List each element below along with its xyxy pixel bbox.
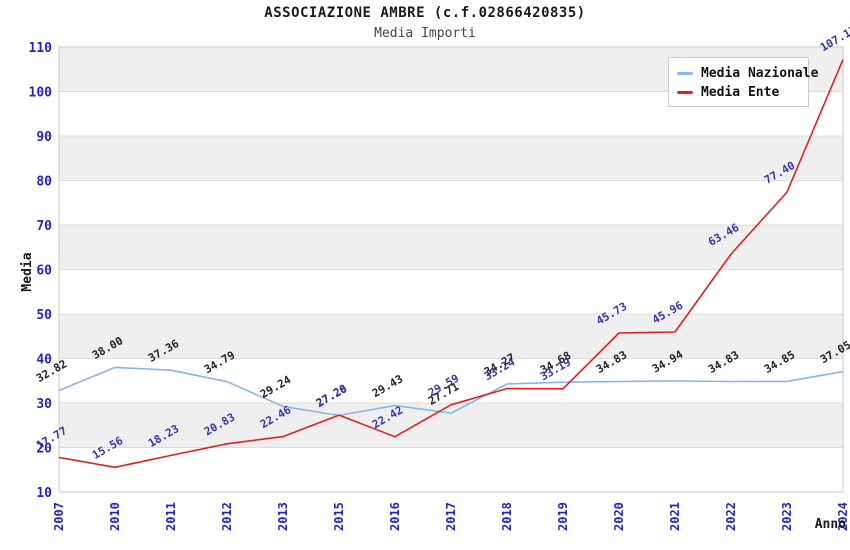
- x-tick-label: 2020: [612, 502, 626, 531]
- legend: Media Nazionale Media Ente: [668, 57, 818, 107]
- legend-item-nazionale: Media Nazionale: [677, 64, 818, 83]
- nazionale-line-swatch: [677, 72, 693, 75]
- x-tick-label: 2023: [780, 502, 794, 531]
- ente-line-swatch: [677, 91, 693, 94]
- x-tick-label: 2024: [836, 502, 850, 531]
- series-line-media-ente: [58, 59, 844, 469]
- x-tick-label: 2021: [668, 502, 682, 531]
- y-tick-label: 80: [36, 175, 52, 190]
- plot-band: [59, 403, 843, 448]
- y-tick-label: 60: [36, 264, 52, 279]
- x-tick-label: 2013: [276, 502, 290, 531]
- legend-label-nazionale: Media Nazionale: [701, 66, 819, 81]
- legend-item-ente: Media Ente: [677, 83, 800, 102]
- legend-label-ente: Media Ente: [701, 85, 780, 100]
- x-tick-label: 2016: [388, 502, 402, 531]
- x-tick-label: 2007: [52, 502, 66, 531]
- x-axis-title: Anno: [815, 517, 846, 532]
- plot-band: [59, 314, 843, 359]
- x-tick-label: 2015: [332, 502, 346, 531]
- plot-band: [59, 269, 843, 314]
- plot-band: [59, 180, 843, 225]
- x-tick-label: 2012: [220, 502, 234, 531]
- x-tick-label: 2022: [724, 502, 738, 531]
- y-tick-label: 110: [29, 41, 53, 56]
- x-tick-label: 2010: [108, 502, 122, 531]
- x-tick-label: 2011: [164, 502, 178, 531]
- x-tick-label: 2019: [556, 502, 570, 531]
- y-tick-label: 50: [36, 308, 52, 323]
- y-tick-label: 90: [36, 130, 52, 145]
- plot-band: [59, 447, 843, 492]
- plot-border: [58, 46, 844, 493]
- chart-subtitle: Media Importi: [374, 26, 476, 41]
- series-line-media-nazionale: [58, 366, 844, 417]
- y-tick-label: 10: [36, 486, 52, 501]
- plot-band: [59, 136, 843, 181]
- y-tick-label: 40: [36, 353, 52, 368]
- chart-title: ASSOCIAZIONE AMBRE (c.f.02866420835): [264, 5, 586, 21]
- y-tick-label: 100: [29, 86, 53, 101]
- x-tick-label: 2017: [444, 502, 458, 531]
- y-tick-label: 20: [36, 442, 52, 457]
- y-tick-label: 70: [36, 219, 52, 234]
- y-tick-label: 30: [36, 397, 52, 412]
- x-tick-label: 2018: [500, 502, 514, 531]
- y-axis-title: Media: [20, 252, 35, 291]
- plot-band: [59, 225, 843, 270]
